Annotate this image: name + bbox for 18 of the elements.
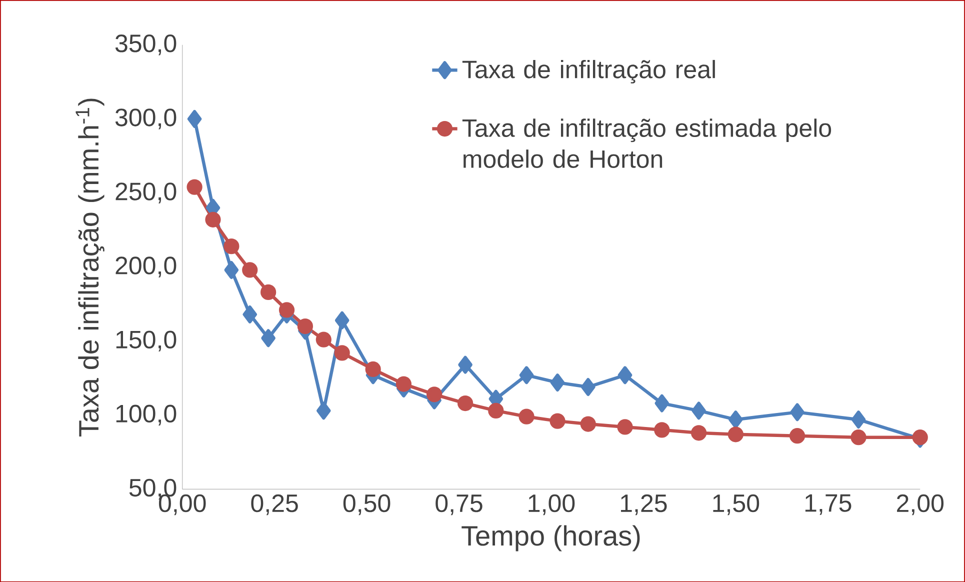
- x-tick-label: 0,75: [436, 494, 482, 515]
- x-tick-label: 0,25: [251, 494, 298, 515]
- y-tick-label: 150,0: [116, 330, 176, 352]
- x-tick-label: 1,75: [805, 494, 852, 515]
- x-tick-label: 1,50: [713, 494, 760, 515]
- y-tick-label: 100,0: [116, 404, 176, 426]
- x-tick-label: 2,00: [897, 494, 944, 515]
- x-axis-title: Tempo (horas): [462, 525, 640, 552]
- x-tick-label: 1,00: [528, 494, 575, 515]
- y-tick-label: 250,0: [116, 182, 176, 204]
- legend-label: Taxa de infiltração real: [462, 60, 715, 84]
- legend-label: Taxa de infiltração estimada pelo modelo de Horton: [462, 118, 832, 168]
- x-tick-label: 1,25: [621, 494, 667, 515]
- y-tick-label: 350,0: [115, 34, 176, 56]
- y-tick-label: 200,0: [116, 256, 176, 278]
- x-tick-label: 0,50: [343, 494, 390, 515]
- y-axis-title: Taxa de infiltração (mm.h$^{-1}$): [76, 98, 104, 436]
- y-tick-label: 300,0: [115, 108, 176, 130]
